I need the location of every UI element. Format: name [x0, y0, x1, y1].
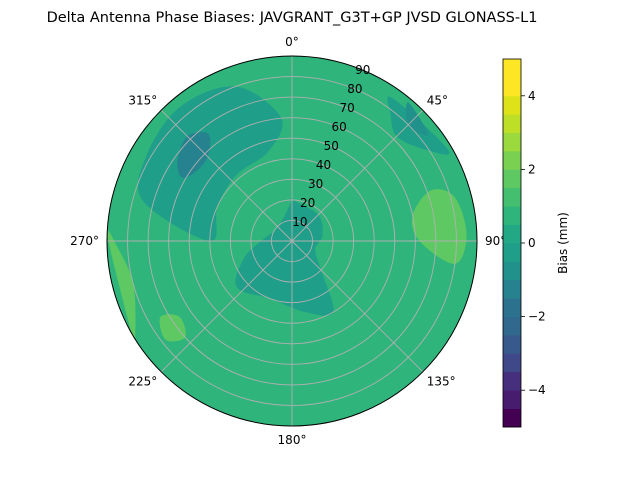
colorbar-band [503, 132, 521, 152]
colorbar-band [503, 95, 521, 115]
contour-region-1 [137, 86, 283, 242]
grid-spoke-45 [291, 109, 424, 242]
colorbar-label: Bias (mm) [556, 212, 570, 274]
contour-region-6 [107, 229, 136, 343]
angular-tick-labels: 0° 45° 90° 135° 180° 225° 270° 315° [70, 35, 506, 447]
colorbar-band [503, 151, 521, 170]
radial-tick-label: 90 [355, 63, 370, 77]
colorbar-band [503, 261, 521, 281]
colorbar-band [503, 224, 521, 244]
polar-frame [106, 55, 478, 427]
contour-region-8 [353, 240, 414, 280]
grid-spoke-315 [160, 109, 293, 242]
colorbar-band [503, 206, 521, 225]
radial-tick-label: 50 [324, 139, 339, 153]
colorbar-band [503, 335, 521, 354]
colorbar-band [503, 187, 521, 207]
angular-tick-label: 135° [427, 375, 456, 389]
grid-spoke-225 [160, 240, 293, 373]
colorbar-tick-label: −4 [528, 383, 546, 397]
radial-tick-label: 80 [347, 82, 362, 96]
contour-region-0 [235, 197, 334, 316]
angular-tick-label: 0° [285, 35, 299, 49]
angular-tick-label: 315° [128, 93, 157, 107]
radial-tick-label: 70 [339, 101, 354, 115]
colorbar-band [503, 390, 521, 409]
colorbar-band [503, 243, 521, 262]
polar-grid [107, 56, 477, 426]
radial-tick-label: 40 [316, 158, 331, 172]
colorbar-band [503, 316, 521, 336]
colorbar-band [503, 298, 521, 317]
radial-tick-label: 10 [292, 215, 307, 229]
colorbar-band [503, 279, 521, 299]
colorbar-tick-label: 4 [528, 89, 536, 103]
colorbar-band [503, 408, 521, 428]
radial-tick-label: 30 [308, 177, 323, 191]
colorbar-band [503, 371, 521, 391]
radial-tick-labels: 10 20 30 40 50 60 70 80 90 [292, 63, 370, 229]
colorbar-band [503, 77, 521, 97]
angular-tick-label: 45° [427, 93, 448, 107]
angular-tick-label: 90° [485, 234, 506, 248]
chart-title: Delta Antenna Phase Biases: JAVGRANT_G3T… [47, 10, 538, 26]
colorbar-band [503, 114, 521, 133]
grid-spoke-135 [291, 240, 424, 373]
angular-tick-label: 180° [278, 433, 307, 447]
colorbar: −4 −2 0 2 4 [502, 58, 546, 428]
colorbar-band [503, 169, 521, 189]
angular-tick-label: 270° [70, 234, 99, 248]
colorbar-tick-label: 0 [528, 236, 536, 250]
colorbar-tick-label: 2 [528, 162, 536, 176]
colorbar-band [503, 353, 521, 373]
angular-tick-label: 225° [128, 375, 157, 389]
radial-tick-label: 60 [332, 120, 347, 134]
colorbar-tick-label: −2 [528, 310, 546, 324]
contour-region-7 [159, 314, 186, 342]
radial-tick-label: 20 [300, 196, 315, 210]
colorbar-band [503, 59, 521, 78]
